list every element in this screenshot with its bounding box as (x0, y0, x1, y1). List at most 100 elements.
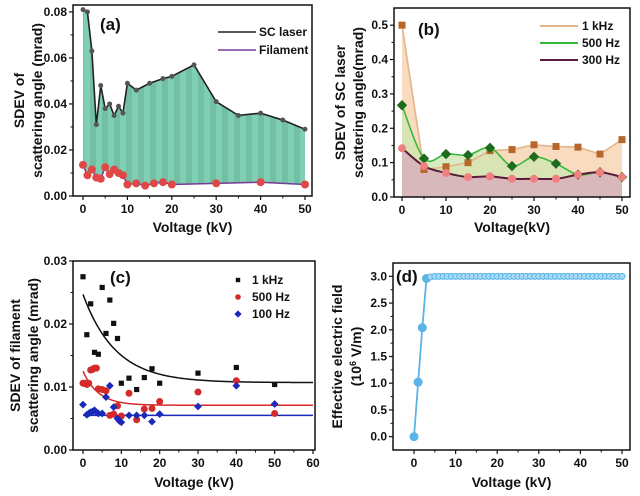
y-tick-label: 3.0 (370, 269, 387, 283)
y-axis-title-line2: (106 V/m) (348, 327, 364, 386)
point-100hz (105, 381, 114, 390)
filament-point (212, 179, 221, 188)
filament-point (141, 181, 150, 190)
point-1khz (157, 380, 163, 386)
x-axis-title: Voltage(kV) (474, 219, 550, 235)
y-axis-title-line2: scattering angle (mrad) (25, 278, 41, 433)
point-100hz (117, 418, 126, 427)
point-300hz (552, 174, 560, 183)
panel-d: 0 10 20 30 40 50 0.0 0.5 1.0 1.5 2.0 2.5 3.0 Voltage … (329, 262, 631, 490)
y-tick-label: 0.0 (371, 190, 388, 204)
x-axis-title: Voltage (kV) (154, 474, 234, 490)
panel-label: (b) (418, 20, 440, 39)
sc-laser-point (107, 101, 113, 107)
filament-point (167, 180, 176, 189)
point-1khz (118, 380, 124, 386)
sc-laser-point (160, 76, 166, 82)
panel-label: (c) (110, 268, 131, 287)
point-500hz (148, 404, 156, 412)
sc-laser-point (84, 9, 90, 15)
filament-point (79, 160, 87, 169)
sc-laser-point (302, 126, 308, 132)
y-tick-label: 0.4 (371, 53, 388, 67)
y-axis-title-line1: SDEV of SC laser (332, 44, 348, 160)
point-500hz (102, 387, 110, 395)
x-tick-label: 10 (439, 203, 453, 217)
filament-point (123, 180, 132, 189)
x-tick-label: 10 (121, 202, 135, 216)
x-tick-label: 20 (153, 456, 167, 470)
x-tick-label: 60 (306, 456, 320, 470)
point-1khz (272, 381, 278, 388)
point-1khz (233, 364, 239, 371)
y-tick-label: 1.5 (370, 350, 387, 364)
point-500hz (550, 158, 562, 169)
sc-laser-point (120, 110, 126, 116)
point-1khz (574, 143, 582, 151)
panel-a: 0 10 20 30 40 50 0.00 0.02 0.04 0.06 0.08 Voltage (… (11, 4, 313, 235)
filament-point (150, 179, 159, 188)
y-tick-label: 2.5 (370, 296, 387, 310)
plot-frame (392, 262, 631, 451)
point-1khz (111, 320, 117, 326)
y-tick-label: 2.0 (370, 323, 387, 337)
point-100hz (109, 403, 118, 412)
y-tick-label: 0.3 (371, 87, 388, 101)
point-1khz (149, 366, 155, 372)
point-500hz (271, 409, 279, 417)
filament-point (83, 171, 92, 180)
point-1khz (84, 332, 90, 338)
point-1khz (126, 375, 132, 381)
y-axis-title-line1: SDEV of (11, 73, 27, 129)
x-axis-title: Voltage (kV) (472, 474, 552, 490)
legend-marker-100hz (234, 310, 242, 318)
filament-point (118, 171, 127, 180)
point-500hz (232, 377, 240, 385)
area-500hz (402, 105, 622, 197)
point-1khz (464, 159, 472, 167)
x-tick-label: 0 (411, 456, 418, 470)
legend-label: 300 Hz (582, 53, 620, 67)
y-axis-title-line2: scattering angle (mrad) (29, 23, 45, 178)
x-tick-label: 30 (532, 456, 546, 470)
filament-point (158, 178, 167, 187)
point-100hz (98, 409, 107, 418)
y-tick-label: 0.00 (44, 189, 68, 203)
point-1khz (398, 21, 406, 29)
point-500hz (528, 151, 540, 162)
y-tick-label: 0.5 (370, 403, 387, 417)
panel-b: 0 10 20 30 40 50 0.0 0.1 0.2 0.3 0.4 0.5 Voltage(kV)… (332, 7, 631, 235)
point-500hz (440, 148, 452, 160)
x-tick-label: 10 (449, 456, 463, 470)
legend-label: 1 kHz (582, 19, 613, 33)
point-300hz (530, 174, 538, 183)
x-tick-label: 0 (80, 456, 87, 470)
x-tick-label: 40 (574, 456, 588, 470)
point-1khz (552, 142, 560, 150)
sc-laser-point (111, 112, 117, 118)
y-tick-label: 0.2 (371, 121, 388, 135)
legend-label: 500 Hz (252, 290, 290, 304)
point-100hz (148, 417, 156, 426)
y-tick-label: 1.0 (370, 376, 387, 390)
legend-marker-1khz (235, 277, 241, 283)
x-tick-label: 30 (210, 202, 224, 216)
point-1khz (88, 301, 94, 307)
legend-label: 500 Hz (582, 36, 620, 50)
point-300hz (508, 174, 516, 183)
point-500hz (85, 379, 93, 387)
point-100hz (125, 411, 133, 420)
point-100hz (79, 400, 87, 409)
panel-c: 0 10 20 30 40 50 60 0.00 0.01 0.02 0.03 Voltage (kV… (7, 254, 320, 490)
sc-laser-point (124, 80, 130, 86)
filament-point (256, 178, 265, 187)
point-500hz (140, 405, 148, 413)
point-300hz (442, 168, 450, 177)
y-tick-label: 0.1 (371, 156, 388, 170)
filament-point (96, 174, 105, 183)
y-tick-label: 0.00 (44, 443, 68, 457)
legend-marker-500hz (235, 294, 241, 300)
point-1khz (80, 274, 86, 280)
y-tick-label: 0.04 (44, 97, 68, 111)
point-300hz (464, 173, 472, 182)
